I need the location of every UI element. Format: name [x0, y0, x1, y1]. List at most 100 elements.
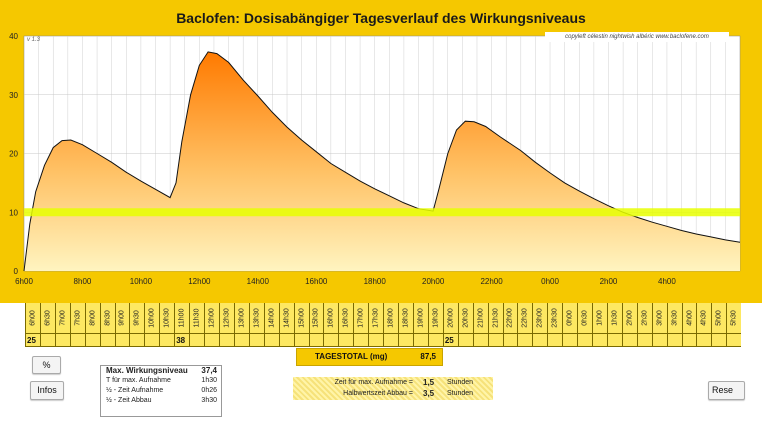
schedule-dose-cell[interactable] — [427, 334, 443, 347]
x-tick-label: 14h00 — [247, 277, 270, 286]
schedule-time-cell: 1h00 — [592, 303, 607, 334]
schedule-time-cell: 13h30 — [248, 303, 264, 334]
schedule-dose-cell[interactable] — [368, 334, 384, 347]
schedule-dose-cell[interactable] — [711, 334, 727, 347]
schedule-dose-cell[interactable] — [353, 334, 369, 347]
schedule-time-cell: 19h30 — [427, 303, 443, 334]
schedule-dose-cell[interactable] — [278, 334, 294, 347]
param-value[interactable]: 3,5 — [423, 389, 435, 398]
schedule-time-cell: 20h30 — [457, 303, 473, 334]
schedule-dose-cell[interactable]: 38 — [174, 334, 190, 347]
x-tick-label: 10h00 — [130, 277, 153, 286]
x-tick-label: 20h00 — [422, 277, 445, 286]
infos-button[interactable]: Infos — [30, 381, 64, 400]
schedule-dose-cell[interactable] — [502, 334, 518, 347]
schedule-time-label: 16h00 — [327, 308, 335, 328]
schedule-time-cell: 11h30 — [189, 303, 205, 334]
param-label: Halbwertszeit Abbau = — [343, 390, 413, 397]
stats-header-row: Max. Wirkungsniveau 37,4 — [101, 366, 221, 376]
x-tick-label: 4h00 — [658, 277, 676, 286]
reset-button[interactable]: Rese — [708, 381, 745, 400]
schedule-time-cell: 4h00 — [681, 303, 697, 334]
schedule-time-cell: 10h00 — [144, 303, 160, 334]
param-unit: Stunden — [447, 379, 474, 386]
schedule-time-cell: 3h00 — [651, 303, 667, 334]
schedule-dose-cell[interactable] — [547, 334, 563, 347]
schedule-dose-cell[interactable] — [398, 334, 413, 347]
schedule-time-cell: 20h00 — [442, 303, 458, 334]
param-value[interactable]: 1,5 — [423, 378, 435, 387]
schedule-dose-cell[interactable] — [517, 334, 533, 347]
schedule-time-label: 2h30 — [641, 310, 649, 326]
schedule-dose-cell[interactable] — [457, 334, 473, 347]
schedule-time-cell: 12h00 — [204, 303, 219, 334]
schedule-dose-cell[interactable] — [681, 334, 697, 347]
schedule-time-label: 7h30 — [74, 310, 82, 326]
stats-max-value: 37,4 — [201, 366, 217, 375]
schedule-dose-cell[interactable] — [54, 334, 70, 347]
schedule-dose-cell[interactable] — [621, 334, 637, 347]
schedule-dose-cell[interactable] — [412, 334, 428, 347]
schedule-dose-cell[interactable] — [577, 334, 593, 347]
schedule-dose-cell[interactable] — [233, 334, 249, 347]
percent-button[interactable]: % — [32, 356, 61, 374]
schedule-dose-cell[interactable] — [323, 334, 339, 347]
schedule-dose-cell[interactable] — [338, 334, 354, 347]
schedule-dose-cell[interactable] — [218, 334, 234, 347]
schedule-time-cell: 23h00 — [532, 303, 548, 334]
schedule-time-cell: 16h30 — [338, 303, 354, 334]
schedule-time-label: 0h30 — [581, 310, 589, 326]
schedule-time-label: 8h30 — [104, 310, 112, 326]
schedule-time-cell: 12h30 — [218, 303, 234, 334]
schedule-dose-cell[interactable] — [726, 334, 742, 347]
schedule-dose-cell[interactable] — [263, 334, 279, 347]
schedule-time-label: 15h30 — [312, 308, 320, 328]
schedule-dose-cell[interactable] — [69, 334, 85, 347]
schedule-dose-cell[interactable] — [532, 334, 548, 347]
schedule-dose-cell[interactable] — [189, 334, 205, 347]
schedule-dose-cell[interactable] — [99, 334, 115, 347]
schedule-time-label: 10h00 — [148, 308, 156, 328]
schedule-dose-cell[interactable] — [383, 334, 399, 347]
schedule-time-label: 17h30 — [372, 308, 380, 328]
schedule-dose-cell[interactable] — [562, 334, 578, 347]
schedule-dose-cell[interactable] — [592, 334, 607, 347]
schedule-dose-cell[interactable] — [606, 334, 622, 347]
schedule-dose-cell[interactable] — [487, 334, 503, 347]
schedule-time-label: 15h00 — [298, 308, 306, 328]
param-unit: Stunden — [447, 390, 474, 397]
schedule-time-label: 0h00 — [566, 310, 574, 326]
schedule-time-label: 21h30 — [492, 308, 500, 328]
schedule-dose-cell[interactable]: 25 — [442, 334, 458, 347]
schedule-time-cell: 6h00 — [25, 303, 40, 334]
schedule-dose-cell[interactable] — [204, 334, 219, 347]
schedule-dose-cell[interactable]: 25 — [25, 334, 40, 347]
schedule-dose-cell[interactable] — [696, 334, 712, 347]
stats-row-value: 3h30 — [201, 397, 217, 404]
schedule-dose-cell[interactable] — [293, 334, 309, 347]
schedule-time-label: 20h00 — [447, 308, 455, 328]
copyright-label: copyleft célestin nightwish albéric www.… — [545, 32, 729, 42]
schedule-time-label: 18h30 — [402, 308, 410, 328]
schedule-dose-cell[interactable] — [666, 334, 682, 347]
schedule-dose-cell[interactable] — [651, 334, 667, 347]
schedule-time-label: 21h00 — [477, 308, 485, 328]
schedule-time-cell: 3h30 — [666, 303, 682, 334]
x-tick-label: 18h00 — [364, 277, 387, 286]
schedule-dose-cell[interactable] — [472, 334, 488, 347]
schedule-dose-row: 25 38 25 — [25, 334, 742, 347]
schedule-time-cell: 21h00 — [472, 303, 488, 334]
schedule-dose-cell[interactable] — [144, 334, 160, 347]
schedule-dose-cell[interactable] — [159, 334, 175, 347]
schedule-dose-cell[interactable] — [308, 334, 324, 347]
schedule-time-cell: 10h30 — [159, 303, 175, 334]
schedule-dose-cell[interactable] — [114, 334, 130, 347]
schedule-dose-cell[interactable] — [39, 334, 55, 347]
y-tick-label: 40 — [9, 32, 18, 41]
schedule-dose-cell[interactable] — [129, 334, 145, 347]
schedule-time-label: 3h30 — [671, 310, 679, 326]
schedule-dose-cell[interactable] — [636, 334, 652, 347]
schedule-dose-cell[interactable] — [84, 334, 100, 347]
schedule-dose-cell[interactable] — [248, 334, 264, 347]
schedule-time-cell: 9h30 — [129, 303, 145, 334]
